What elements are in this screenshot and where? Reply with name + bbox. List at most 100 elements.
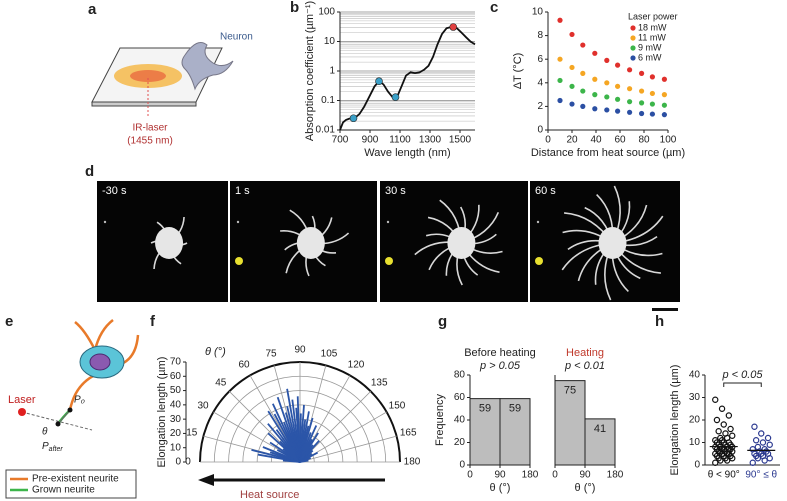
time-label: 60 s bbox=[535, 185, 556, 197]
x-tick-label: 90° ≤ θ bbox=[745, 470, 777, 481]
y-tick-label: 30 bbox=[170, 414, 182, 425]
point bbox=[569, 31, 575, 38]
point bbox=[639, 88, 645, 94]
y-tick-label: 20 bbox=[454, 437, 466, 448]
point bbox=[766, 441, 773, 448]
panel-label: c bbox=[490, 0, 498, 16]
y-tick-label: 60 bbox=[454, 392, 466, 403]
angle-label: 15 bbox=[186, 428, 198, 439]
legend-label: 6 mW bbox=[638, 52, 662, 62]
angle-label: 165 bbox=[400, 428, 417, 439]
y-axis-label: Frequency bbox=[434, 394, 446, 446]
x-tick-label: θ < 90° bbox=[708, 470, 740, 481]
angle-label: 60 bbox=[238, 360, 250, 371]
point bbox=[557, 97, 563, 104]
y-tick-label: 20 bbox=[170, 428, 182, 439]
point bbox=[604, 94, 610, 100]
curve bbox=[339, 26, 476, 131]
point bbox=[661, 76, 668, 82]
marker bbox=[349, 114, 358, 123]
x-tick-label: 700 bbox=[332, 135, 349, 146]
soma bbox=[598, 227, 627, 259]
y-tick-label: 80 bbox=[454, 370, 466, 381]
dot bbox=[386, 220, 390, 224]
time-label: 30 s bbox=[385, 185, 406, 197]
y-tick-label: 70 bbox=[170, 357, 182, 368]
point bbox=[557, 56, 563, 62]
y-tick-label: 10 bbox=[532, 7, 544, 18]
x-tick-label: 180 bbox=[607, 470, 624, 481]
y-tick-label: 10 bbox=[170, 442, 182, 453]
y-tick-label: 8 bbox=[537, 30, 543, 41]
heat-spot bbox=[235, 257, 243, 265]
point bbox=[592, 76, 598, 82]
point bbox=[712, 437, 719, 444]
panel-label: b bbox=[290, 0, 299, 16]
laser-label: IR-laser bbox=[132, 123, 168, 134]
y-tick-label: 60 bbox=[170, 371, 182, 382]
pafter-sub: after bbox=[49, 446, 64, 453]
x-axis-label: Wave length (nm) bbox=[364, 147, 450, 159]
legend-marker bbox=[630, 45, 636, 51]
y-tick-label: 0 bbox=[537, 125, 543, 136]
y-tick-label: 0 bbox=[459, 460, 465, 471]
diagram-e bbox=[5, 319, 140, 499]
x-axis-label: Distance from heat source (µm) bbox=[531, 147, 685, 159]
y-tick-label: 0 bbox=[175, 457, 181, 468]
x-tick-label: 40 bbox=[590, 135, 602, 146]
angle-label: 105 bbox=[321, 348, 338, 359]
point bbox=[580, 42, 586, 48]
point bbox=[759, 439, 767, 446]
cell bbox=[561, 185, 664, 301]
cell bbox=[280, 209, 350, 277]
theta-label: θ (°) bbox=[205, 346, 226, 358]
point bbox=[752, 437, 760, 444]
point bbox=[557, 17, 563, 23]
y-tick-label: 2 bbox=[537, 101, 543, 112]
point bbox=[592, 92, 598, 98]
p-value: p < 0.05 bbox=[721, 369, 763, 381]
angle-label: 150 bbox=[389, 401, 406, 412]
point bbox=[661, 112, 668, 118]
point bbox=[661, 102, 668, 108]
point bbox=[661, 92, 668, 98]
point bbox=[639, 100, 645, 106]
legend-marker bbox=[630, 35, 636, 41]
dot bbox=[103, 220, 107, 224]
legend-marker bbox=[630, 25, 636, 31]
y-axis-label: Elongation length (µm) bbox=[669, 365, 681, 476]
angle-label: 135 bbox=[371, 377, 388, 388]
point bbox=[764, 434, 772, 442]
angle-label: 180 bbox=[404, 457, 421, 468]
point bbox=[713, 416, 721, 424]
bar bbox=[469, 398, 501, 466]
y-axis-label: ΔT (°C) bbox=[512, 53, 524, 90]
y-tick-label: 10 bbox=[689, 437, 701, 448]
point bbox=[604, 57, 610, 63]
point bbox=[639, 110, 645, 117]
point bbox=[580, 88, 586, 94]
point bbox=[627, 86, 633, 92]
bar bbox=[499, 398, 531, 466]
point bbox=[749, 446, 756, 453]
point bbox=[717, 434, 724, 442]
y-tick-label: 20 bbox=[689, 415, 701, 426]
marker bbox=[391, 93, 400, 101]
point bbox=[557, 77, 563, 84]
y-tick-label: 30 bbox=[689, 392, 701, 403]
angle-label: 90 bbox=[294, 345, 306, 356]
y-tick-label: 40 bbox=[454, 415, 466, 426]
x-tick-label: 1500 bbox=[449, 135, 472, 146]
legend-marker bbox=[630, 55, 636, 61]
panel-title: Heating bbox=[566, 347, 604, 359]
x-tick-label: 900 bbox=[362, 135, 379, 146]
marker bbox=[449, 23, 458, 31]
value-label: 75 bbox=[564, 385, 576, 397]
p-value: p > 0.05 bbox=[479, 360, 521, 372]
cell bbox=[150, 216, 188, 270]
x-tick-label: 60 bbox=[614, 135, 626, 146]
y-axis-label: Absorption coefficient (µm⁻¹) bbox=[304, 1, 316, 141]
y-tick-label: 1 bbox=[329, 66, 335, 77]
panel-title: Before heating bbox=[464, 347, 536, 359]
